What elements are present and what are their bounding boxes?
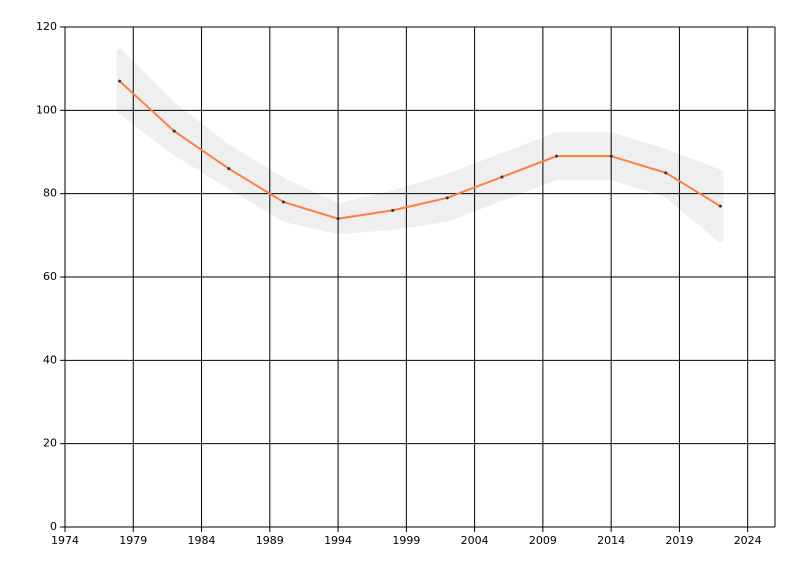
data-point bbox=[445, 196, 449, 200]
x-tick-label: 2004 bbox=[461, 534, 489, 547]
x-tick-label: 2009 bbox=[529, 534, 557, 547]
x-tick-label: 2024 bbox=[734, 534, 762, 547]
data-point bbox=[118, 79, 122, 83]
data-line bbox=[118, 80, 721, 220]
y-tick-label: 100 bbox=[36, 103, 57, 116]
x-tick-label: 1989 bbox=[256, 534, 284, 547]
x-tick-label: 1974 bbox=[51, 534, 79, 547]
y-tick-label: 120 bbox=[36, 20, 57, 33]
data-point bbox=[609, 154, 613, 158]
data-point bbox=[718, 204, 722, 208]
x-tick-label: 2019 bbox=[665, 534, 693, 547]
data-point bbox=[391, 208, 395, 212]
y-tick-label: 0 bbox=[50, 520, 57, 533]
y-tick-label: 20 bbox=[43, 437, 57, 450]
x-tick-label: 2014 bbox=[597, 534, 625, 547]
data-point bbox=[227, 167, 231, 171]
data-point bbox=[281, 200, 285, 204]
data-point bbox=[172, 129, 176, 133]
x-tick-label: 1999 bbox=[392, 534, 420, 547]
y-tick-label: 60 bbox=[43, 270, 57, 283]
y-tick-label: 40 bbox=[43, 353, 57, 366]
confidence-band bbox=[116, 49, 724, 243]
y-tick-label: 80 bbox=[43, 187, 57, 200]
data-point bbox=[336, 217, 340, 221]
x-tick-label: 1979 bbox=[119, 534, 147, 547]
x-tick-label: 1984 bbox=[188, 534, 216, 547]
x-tick-label: 1994 bbox=[324, 534, 352, 547]
data-point bbox=[664, 171, 668, 175]
data-point bbox=[500, 175, 504, 179]
data-point bbox=[555, 154, 559, 158]
